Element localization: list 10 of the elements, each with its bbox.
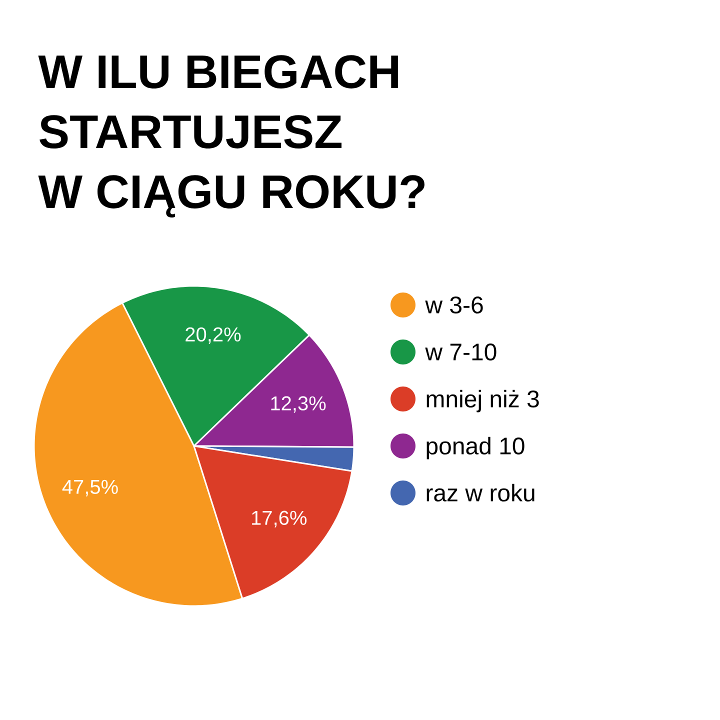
legend-label: raz w roku <box>426 484 534 502</box>
legend-label: ponad 10 <box>426 436 524 460</box>
data-label: 12,3% <box>271 396 326 413</box>
data-label: 20,2% <box>186 327 241 344</box>
legend-label: w 7-10 <box>425 344 496 361</box>
legend-label: mniej niż 3 <box>426 390 539 412</box>
data-label: 47,5% <box>62 480 118 496</box>
data-label: 17,6% <box>252 510 307 528</box>
legend-label: w 3-6 <box>425 296 483 314</box>
chart-title: W ILU BIEGACH STARTUJESZ W CIĄGU ROKU? <box>38 55 424 218</box>
